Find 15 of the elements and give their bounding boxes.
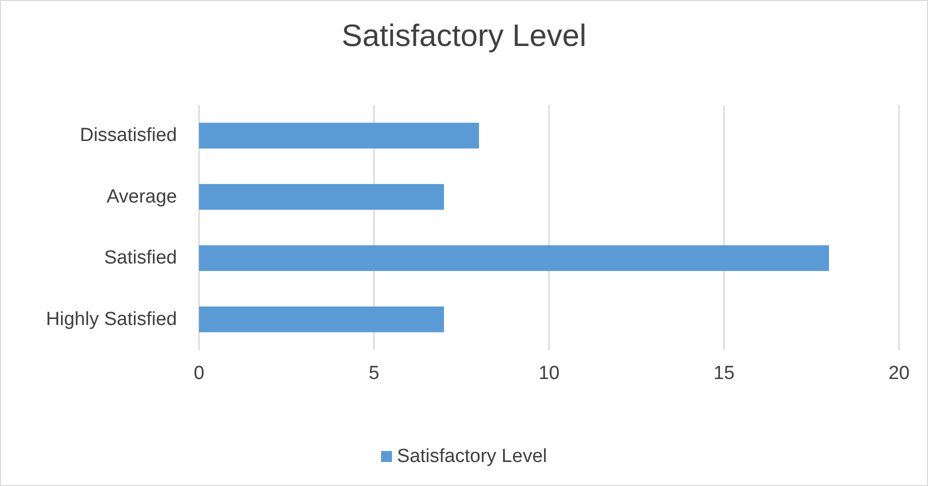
x-tick-label: 5 (368, 363, 380, 384)
bar (199, 306, 444, 332)
x-tick-label: 10 (538, 363, 560, 384)
y-tick-label: Highly Satisfied (46, 308, 177, 330)
bar (199, 245, 829, 271)
x-tick-label: 15 (713, 363, 735, 384)
legend-label: Satisfactory Level (397, 446, 547, 467)
bar (199, 122, 479, 148)
x-tick-label: 20 (888, 363, 910, 384)
y-tick-label: Dissatisfied (80, 125, 177, 146)
bar (199, 184, 444, 210)
y-tick-label: Average (106, 186, 177, 208)
y-tick-label: Satisfied (104, 248, 177, 269)
chart-title: Satisfactory Level (342, 18, 586, 53)
x-tick-label: 0 (194, 363, 204, 384)
